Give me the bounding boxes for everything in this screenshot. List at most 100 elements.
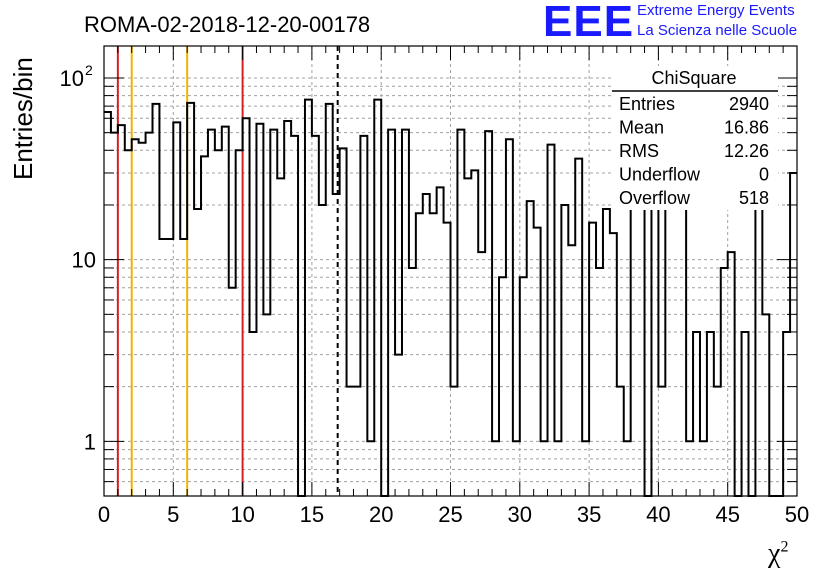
x-tick-label: 10 [230,502,254,527]
stats-value: 0 [759,165,769,185]
histogram-bin [686,441,693,496]
histogram-bin [367,441,374,496]
histogram-bin [700,441,707,496]
histogram-bin [554,441,561,496]
stats-label: RMS [619,141,659,161]
histogram-bin [693,332,700,496]
y-tick-exponent: 2 [85,62,93,78]
y-tick-label: 1 [84,429,96,454]
histogram-bin [319,205,326,496]
x-tick-label: 25 [438,502,462,527]
histogram-bin [430,213,437,496]
histogram-bin [651,181,658,496]
x-axis-symbol: χ [768,538,781,569]
histogram-bin [714,387,721,496]
histogram-bin [617,387,624,496]
histogram-bin [270,130,277,496]
x-tick-label: 35 [577,502,601,527]
histogram-bin [534,228,541,496]
histogram-bin [610,233,617,496]
histogram-bin [589,223,596,496]
x-tick-label: 40 [646,502,670,527]
y-tick-label: 10 [72,248,96,273]
histogram-bin [672,194,679,496]
stats-box: ChiSquare Entries 2940 Mean 16.86 RMS 12.26 Und… [612,66,778,210]
stats-value: 518 [739,188,769,208]
histogram-bin [665,191,672,496]
histogram-bin [783,332,790,496]
histogram-bin [153,104,160,496]
y-axis-label: Entries/bin [8,57,38,180]
histogram-bin [755,173,762,496]
histogram-bin [548,145,555,496]
histogram-bin [679,173,686,496]
stats-label: Mean [619,118,664,138]
histogram-bin [326,104,333,496]
histogram-bin [256,124,263,496]
histogram-bin [596,268,603,496]
histogram-bin [353,387,360,496]
x-tick-label: 50 [785,502,809,527]
histogram-bin [159,239,166,496]
stats-label: Overflow [619,188,691,208]
histogram-bin [284,121,291,496]
histogram-bin [444,223,451,496]
histogram-bin [638,173,645,496]
histogram-bin [631,191,638,496]
histogram-bin [575,159,582,496]
histogram-bin [305,100,312,496]
histogram-bin [222,127,229,496]
histogram-bin [229,288,236,496]
plot-title: ROMA-02-2018-12-20-00178 [84,12,371,37]
histogram-bin [790,173,797,496]
histogram-bin [561,205,568,496]
histogram-bin [187,103,194,496]
histogram-bin [243,118,250,496]
histogram-bin [104,112,111,496]
eee-logo: EEE [543,0,635,46]
histogram-bin [291,136,298,496]
histogram-bin [125,150,132,496]
histogram-bin [541,441,548,496]
histogram-bin [409,268,416,496]
histogram-bin [173,122,180,496]
histogram-bin [582,441,589,496]
histogram-bin [603,209,610,496]
y-tick-label: 10 [60,66,84,91]
histogram-bin [485,131,492,496]
x-tick-label: 15 [300,502,324,527]
histogram-bin [236,150,243,496]
stats-value: 16.86 [724,118,769,138]
histogram-bin [333,194,340,496]
histogram-bin [499,277,506,496]
histogram-bin [194,209,201,496]
histogram-bin [250,332,257,496]
stats-value: 12.26 [724,141,769,161]
histogram-bin [180,239,187,496]
histogram-bin [464,178,471,496]
stats-label: Underflow [619,165,701,185]
histogram-bin [624,441,631,496]
histogram-bin [471,170,478,496]
x-axis-label: χ2 [768,538,788,570]
histogram-bin [263,314,270,496]
histogram-bin [520,277,527,496]
histogram-bin [215,150,222,496]
histogram-bin [388,130,395,496]
stats-value: 2940 [729,94,769,114]
histogram-bin [721,268,728,496]
stats-title: ChiSquare [651,68,736,88]
histogram-bin [527,201,534,496]
histogram-bin [132,139,139,496]
histogram-bin [513,441,520,496]
histogram-bin [166,239,173,496]
logo-subtitle-2: La Scienza nelle Scuole [637,22,798,39]
histogram-bin [451,387,458,496]
histogram-bin [423,194,430,496]
histogram-bin [478,252,485,496]
histogram-bin [658,387,665,496]
logo-subtitle-1: Extreme Energy Events [637,2,795,19]
histogram-bin [139,143,146,496]
